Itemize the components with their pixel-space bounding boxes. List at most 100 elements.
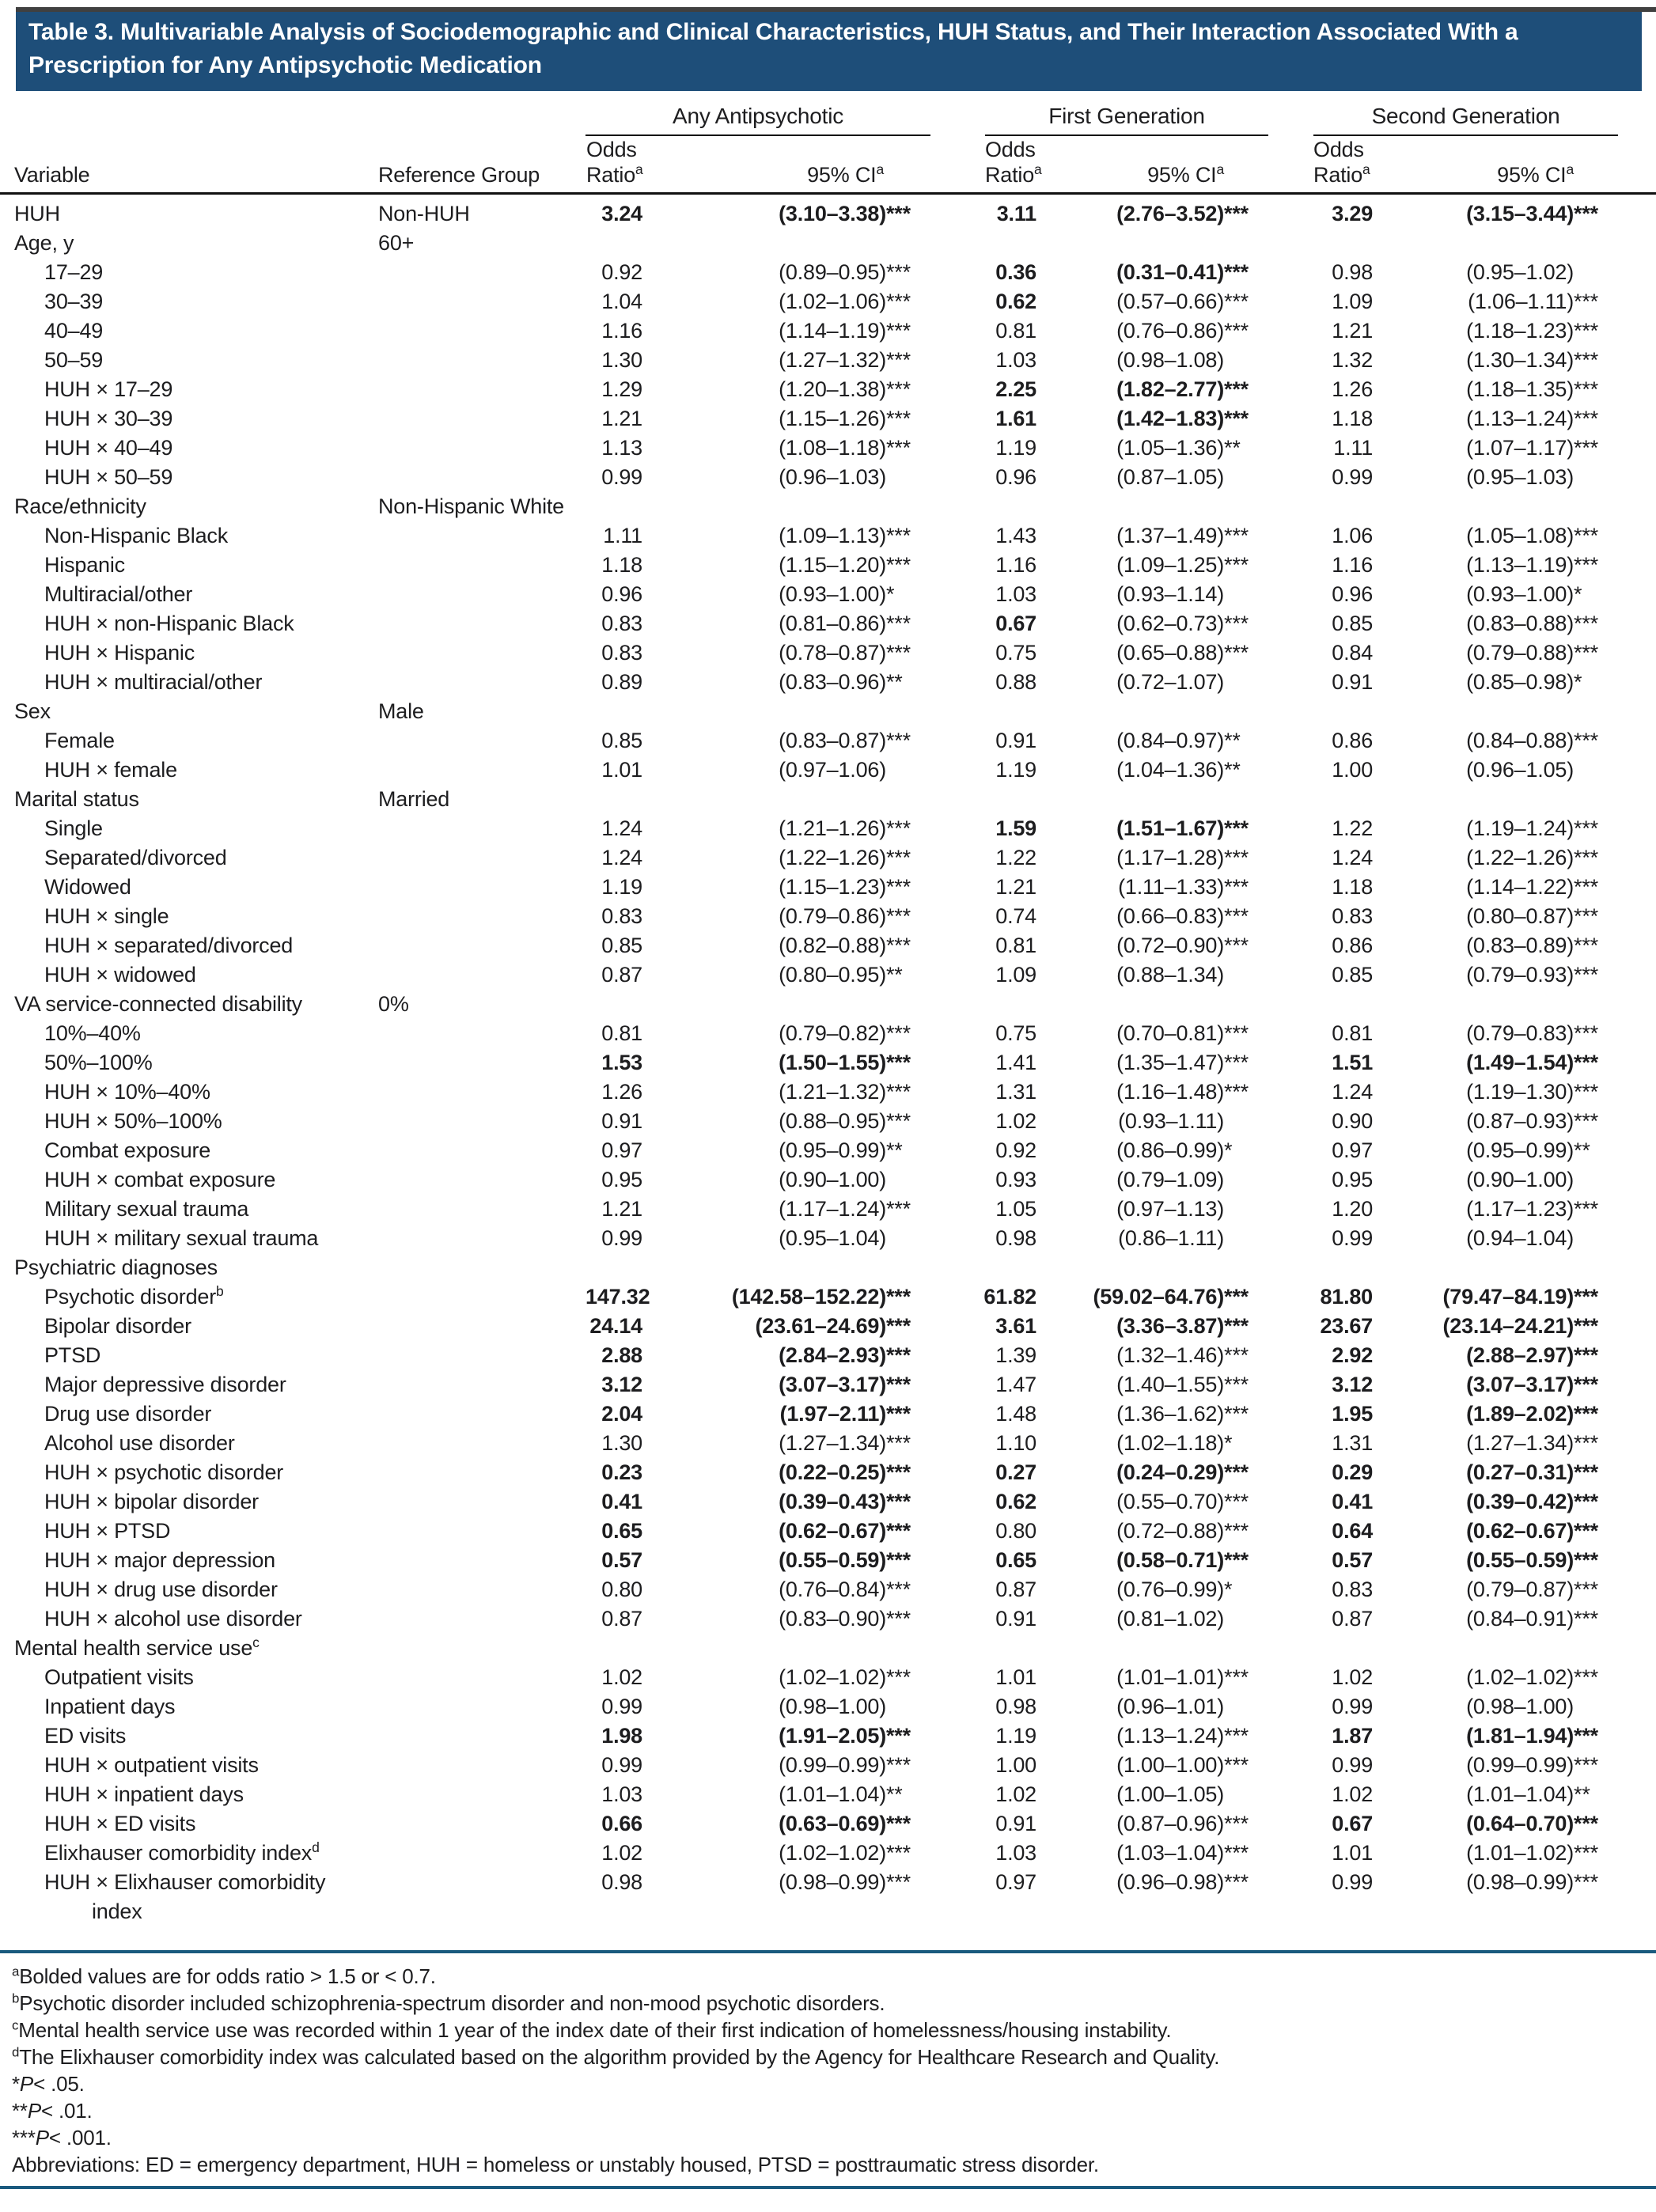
- ci-value: (0.63–0.69)***: [665, 1809, 942, 1839]
- variable-label: Female: [44, 729, 115, 752]
- ci-range: (1.03–1.04): [1116, 1841, 1225, 1865]
- reference-group-label: [364, 287, 585, 316]
- significance-stars: ***: [886, 1197, 911, 1221]
- ci-value: (0.83–0.88)***: [1381, 609, 1656, 638]
- odds-ratio-value: 1.21: [1332, 319, 1374, 343]
- footnote-marker-a: a: [12, 1964, 20, 1979]
- footnote-divider-rule: [0, 1950, 1656, 1953]
- odds-ratio-value: 0.36: [995, 260, 1036, 284]
- table-row: HUH × single 0.83 (0.79–0.86)*** 0.74 (0.66–…: [0, 902, 1656, 931]
- variable-label: Marital status: [14, 787, 139, 811]
- variable-label: 50–59: [44, 348, 104, 372]
- ci-range: (0.95–1.02): [1466, 260, 1575, 284]
- odds-ratio-value: 1.18: [601, 553, 642, 577]
- significance-stars: ***: [1574, 1197, 1598, 1221]
- significance-stars: ***: [886, 348, 911, 372]
- ci-value: [665, 1253, 942, 1282]
- table-row: Elixhauser comorbidity indexd 1.02 (1.02–1…: [0, 1839, 1656, 1868]
- ci-value: (1.32–1.46)***: [1044, 1341, 1278, 1370]
- variable-label: HUH × drug use disorder: [44, 1578, 278, 1601]
- significance-stars: ***: [1224, 1812, 1249, 1835]
- ci-value: [665, 990, 942, 1019]
- table-row: HUH × 40–49 1.13 (1.08–1.18)*** 1.19 (1.05–1…: [0, 434, 1656, 463]
- column-header-reference-group: Reference Group: [364, 136, 585, 195]
- significance-stars: ***: [1574, 934, 1598, 957]
- ci-value: (0.76–0.84)***: [665, 1575, 942, 1604]
- odds-ratio-value: 0.99: [1332, 1695, 1374, 1718]
- ci-value: (2.84–2.93)***: [665, 1341, 942, 1370]
- reference-group-label: [364, 638, 585, 668]
- footnote-marker-d: d: [12, 2044, 20, 2060]
- odds-ratio-value: 1.47: [995, 1373, 1036, 1396]
- ci-value: (0.93–1.14): [1044, 580, 1278, 609]
- odds-ratio-value: 0.66: [601, 1812, 642, 1835]
- significance-stars: ***: [886, 1490, 911, 1513]
- odds-ratio-value: [1278, 990, 1381, 1019]
- odds-ratio-value: 0.81: [995, 319, 1036, 343]
- odds-ratio-value: 1.09: [995, 963, 1036, 987]
- reference-group-label: [364, 609, 585, 638]
- ci-value: (1.37–1.49)***: [1044, 521, 1278, 551]
- significance-stars: ***: [1574, 1519, 1598, 1543]
- odds-ratio-value: 1.01: [995, 1665, 1036, 1689]
- variable-label: Sex: [14, 699, 51, 723]
- ci-value: (1.14–1.19)***: [665, 316, 942, 346]
- table-row: Marital status Married: [0, 785, 1656, 814]
- odds-ratio-value: 1.21: [601, 1197, 642, 1221]
- ci-range: (0.88–0.95): [779, 1109, 886, 1133]
- reference-group-label: [364, 1048, 585, 1078]
- odds-ratio-value: 1.41: [995, 1051, 1036, 1074]
- variable-label: Separated/divorced: [44, 846, 227, 869]
- ci-range: (0.98–1.00): [1466, 1695, 1575, 1718]
- odds-ratio-value: 1.04: [601, 290, 642, 313]
- ci-range: (0.80–0.87): [1466, 904, 1575, 928]
- footnote-marker-a: a: [1216, 161, 1225, 177]
- odds-ratio-value: 0.93: [995, 1168, 1036, 1191]
- table-row: 50%–100% 1.53 (1.50–1.55)*** 1.41 (1.35–1.47…: [0, 1048, 1656, 1078]
- odds-ratio-value: 2.92: [1332, 1343, 1374, 1367]
- significance-stars: ***: [1574, 377, 1598, 401]
- odds-ratio-value: 1.24: [1332, 1080, 1374, 1104]
- reference-group-label: [364, 1575, 585, 1604]
- ci-range: (1.02–1.02): [1466, 1665, 1575, 1689]
- ci-value: (0.95–1.03): [1381, 463, 1656, 492]
- ci-range: (0.79–0.87): [1466, 1578, 1575, 1601]
- odds-ratio-value: 1.02: [1332, 1665, 1374, 1689]
- odds-ratio-value: 0.83: [601, 904, 642, 928]
- table-row: 40–49 1.16 (1.14–1.19)*** 0.81 (0.76–0.86)**…: [0, 316, 1656, 346]
- variable-label: HUH × bipolar disorder: [44, 1490, 259, 1513]
- ci-value: (0.22–0.25)***: [665, 1458, 942, 1487]
- ci-value: (0.80–0.87)***: [1381, 902, 1656, 931]
- variable-label: HUH × 40–49: [44, 436, 173, 460]
- odds-ratio-value: 0.99: [601, 1695, 642, 1718]
- odds-ratio-value: 1.09: [1332, 290, 1374, 313]
- variable-label: HUH × Hispanic: [44, 641, 195, 665]
- ci-range: (0.72–1.07): [1116, 670, 1225, 694]
- ci-value: (1.51–1.67)***: [1044, 814, 1278, 843]
- reference-group-label: [364, 1546, 585, 1575]
- significance-stars: ***: [1224, 1343, 1249, 1367]
- significance-stars: ***: [886, 1724, 911, 1748]
- results-table: Any Antipsychotic First Generation Secon…: [0, 104, 1656, 1926]
- ci-range: (0.55–0.59): [779, 1548, 886, 1572]
- ci-range: (0.83–0.96): [779, 670, 886, 694]
- odds-ratio-value: 0.99: [601, 1226, 642, 1250]
- odds-ratio-value: 0.83: [601, 641, 642, 665]
- odds-ratio-value: 1.31: [995, 1080, 1036, 1104]
- odds-ratio-value: [585, 229, 665, 258]
- footnote-marker-b: b: [216, 1283, 224, 1299]
- odds-ratio-value: 1.26: [601, 1080, 642, 1104]
- ci-value: [1381, 1253, 1656, 1282]
- significance-stars: ***: [1224, 1870, 1249, 1894]
- footnote-line: cMental health service use was recorded …: [12, 2017, 1172, 2042]
- table-row: HUH × major depression 0.57 (0.55–0.59)***…: [0, 1546, 1656, 1575]
- significance-stars: ***: [1224, 524, 1249, 547]
- ci-value: [665, 492, 942, 521]
- significance-stars: ***: [886, 612, 911, 635]
- odds-ratio-value: [942, 492, 1044, 521]
- ci-value: (0.84–0.97)**: [1044, 726, 1278, 756]
- ci-range: (0.39–0.42): [1466, 1490, 1575, 1513]
- ci-value: (0.94–1.04): [1381, 1224, 1656, 1253]
- ci-value: (0.55–0.59)***: [665, 1546, 942, 1575]
- ci-range: (3.36–3.87): [1116, 1314, 1225, 1338]
